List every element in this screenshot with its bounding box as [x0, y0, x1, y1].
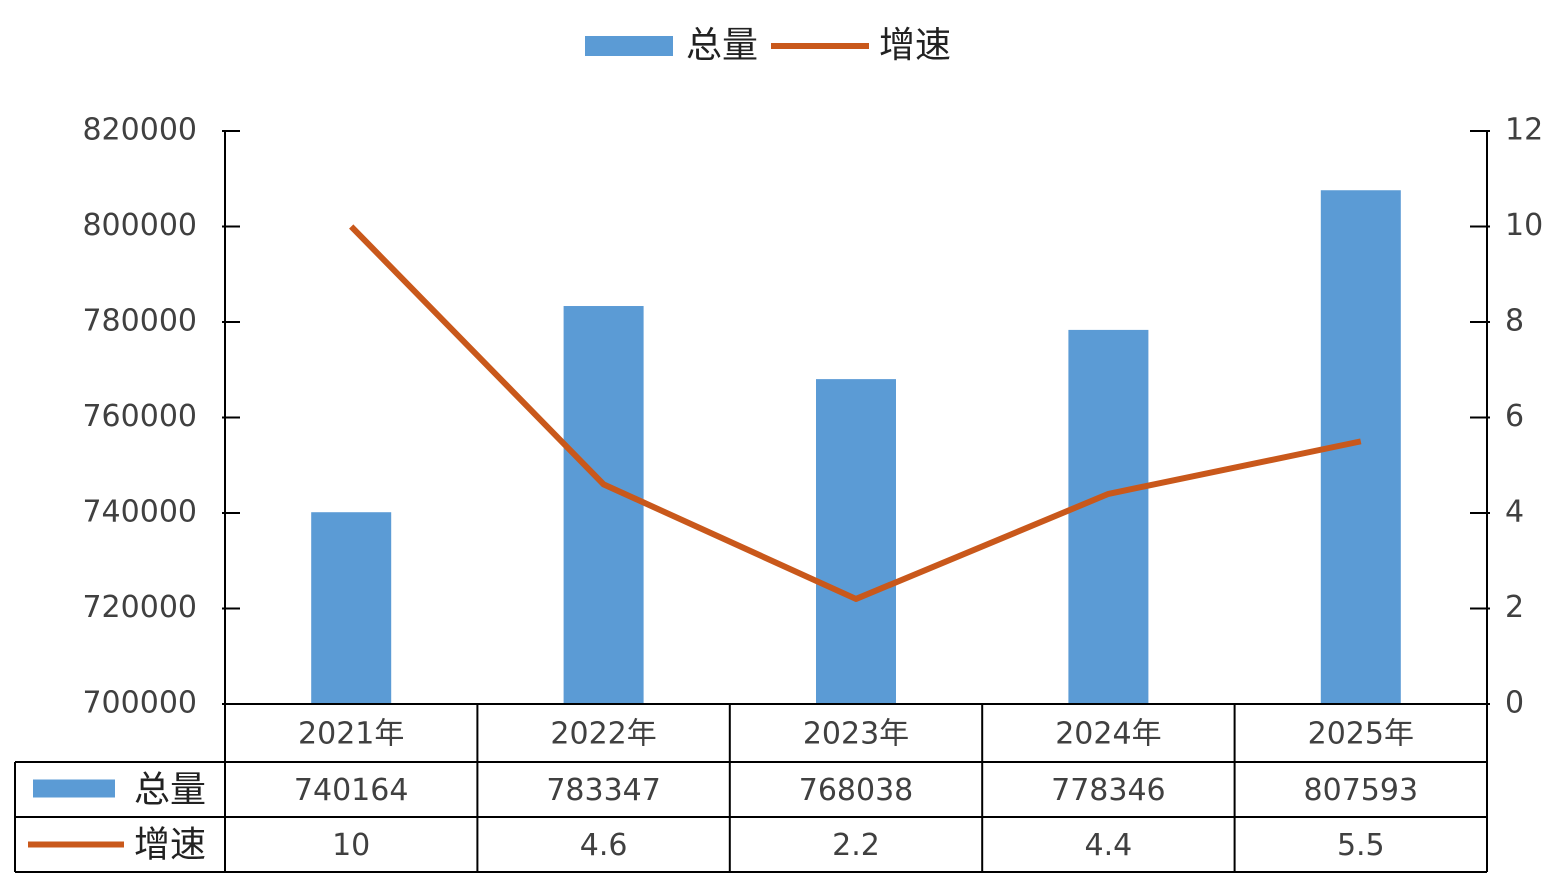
- table-row-label: 增速: [134, 825, 206, 866]
- y2-tick-label: 10: [1505, 208, 1543, 243]
- table-row-label: 总量: [134, 770, 206, 811]
- legend-label: 总量: [686, 25, 758, 66]
- table-cell: 10: [332, 828, 370, 863]
- y-tick-label: 800000: [82, 208, 197, 243]
- table-cell: 778346: [1051, 773, 1166, 808]
- bar: [816, 379, 896, 704]
- table-cell: 783347: [546, 773, 661, 808]
- x-tick-label: 2025年: [1308, 717, 1414, 752]
- y-tick-label: 760000: [82, 399, 197, 434]
- table-cell: 740164: [294, 773, 409, 808]
- line: [349, 224, 1362, 602]
- table-cell: 5.5: [1337, 828, 1385, 863]
- y2-tick-label: 4: [1505, 495, 1524, 530]
- table-cell: 768038: [799, 773, 914, 808]
- y2-tick-label: 2: [1505, 590, 1524, 625]
- table-cell: 4.4: [1085, 828, 1133, 863]
- bar: [311, 512, 392, 704]
- table-cell: 4.6: [580, 828, 628, 863]
- legend-swatch: [585, 36, 673, 56]
- y-tick-label: 700000: [82, 686, 197, 721]
- y2-tick-label: 0: [1505, 686, 1524, 721]
- x-tick-label: 2023年: [803, 717, 909, 752]
- y2-tick-label: 6: [1505, 399, 1524, 434]
- table-cell: 2.2: [832, 828, 880, 863]
- table-key: [33, 779, 115, 798]
- y-tick-label: 780000: [82, 304, 197, 339]
- x-tick-label: 2021年: [298, 717, 404, 752]
- legend-label: 增速: [879, 25, 951, 66]
- y-tick-label: 820000: [82, 113, 197, 148]
- x-tick-label: 2022年: [550, 717, 656, 752]
- bar: [563, 306, 644, 704]
- bar: [1068, 329, 1149, 704]
- table-cell: 807593: [1304, 773, 1419, 808]
- y-tick-label: 740000: [82, 495, 197, 530]
- y-tick-label: 720000: [82, 590, 197, 625]
- y2-tick-label: 12: [1505, 113, 1543, 148]
- y2-tick-label: 8: [1505, 304, 1524, 339]
- x-tick-label: 2024年: [1055, 717, 1161, 752]
